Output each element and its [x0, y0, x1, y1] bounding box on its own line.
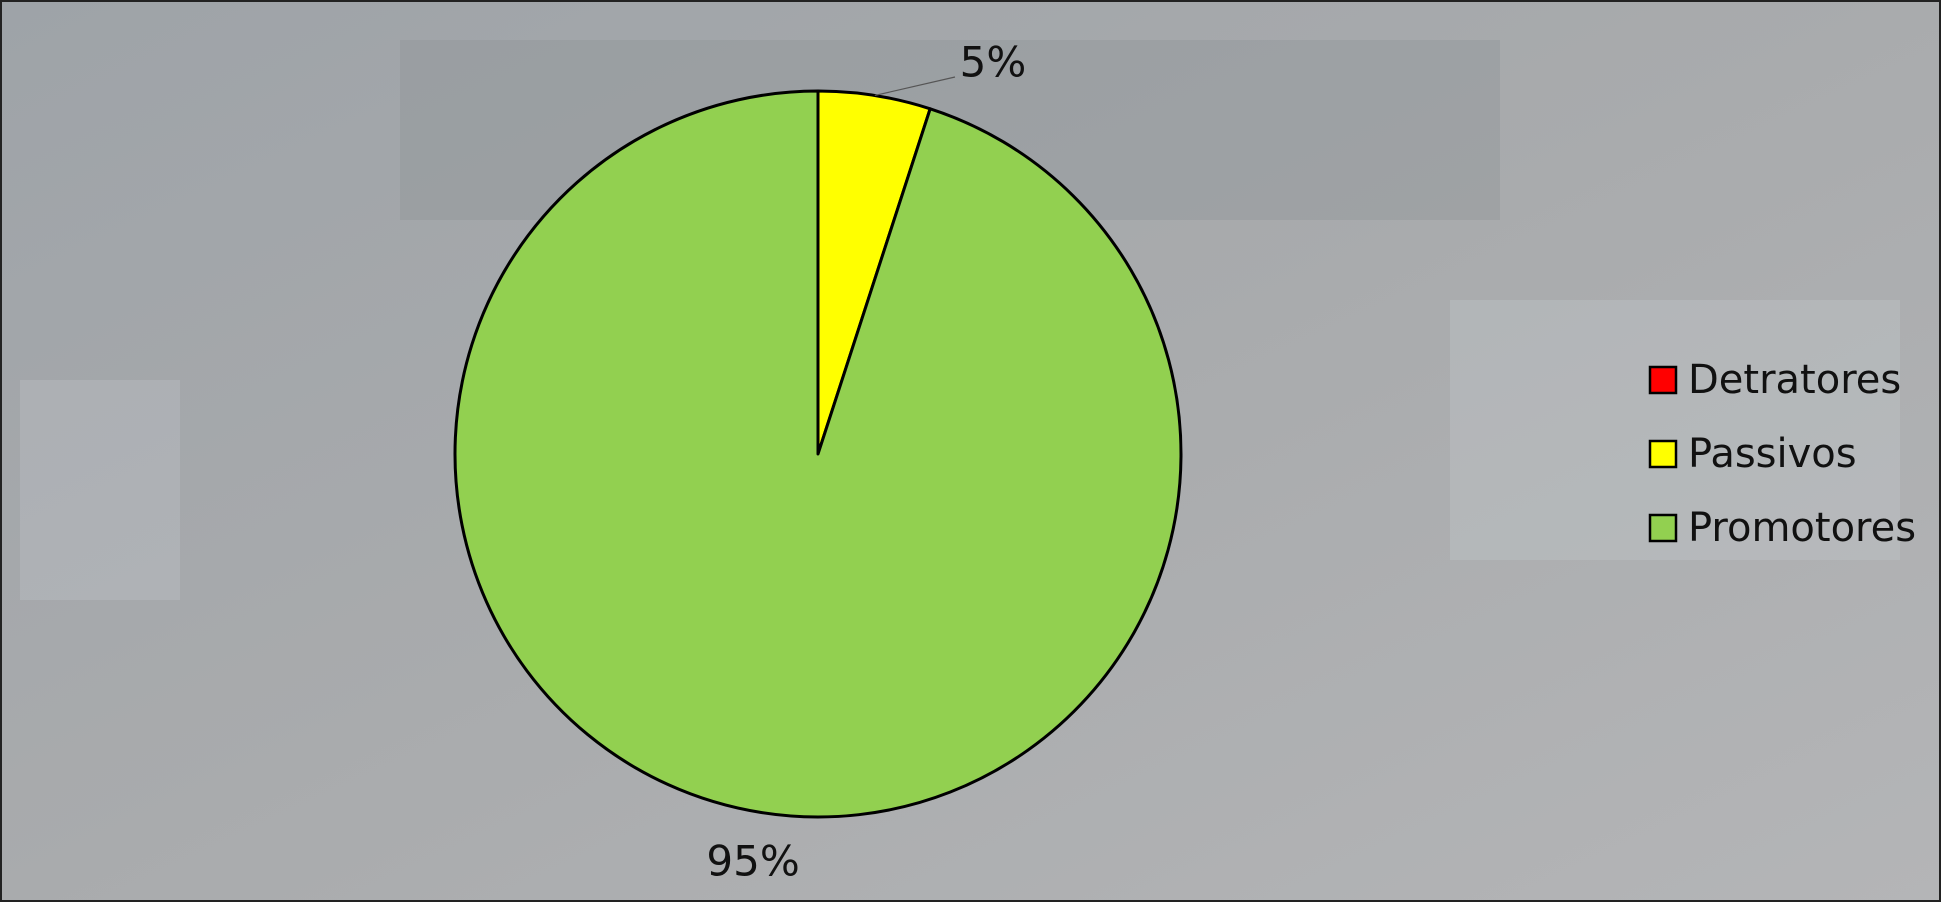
pie-slice — [453, 89, 1183, 819]
legend-marker — [1648, 365, 1678, 395]
legend-label: Detratores — [1688, 357, 1901, 403]
data-label: 95% — [706, 836, 799, 885]
legend-label: Passivos — [1688, 431, 1857, 477]
legend-marker — [1648, 513, 1678, 543]
legend-marker — [1648, 439, 1678, 469]
legend-label: Promotores — [1688, 505, 1916, 551]
background-shape — [20, 380, 180, 600]
leader-line — [874, 76, 956, 97]
data-label: 5% — [960, 38, 1027, 87]
